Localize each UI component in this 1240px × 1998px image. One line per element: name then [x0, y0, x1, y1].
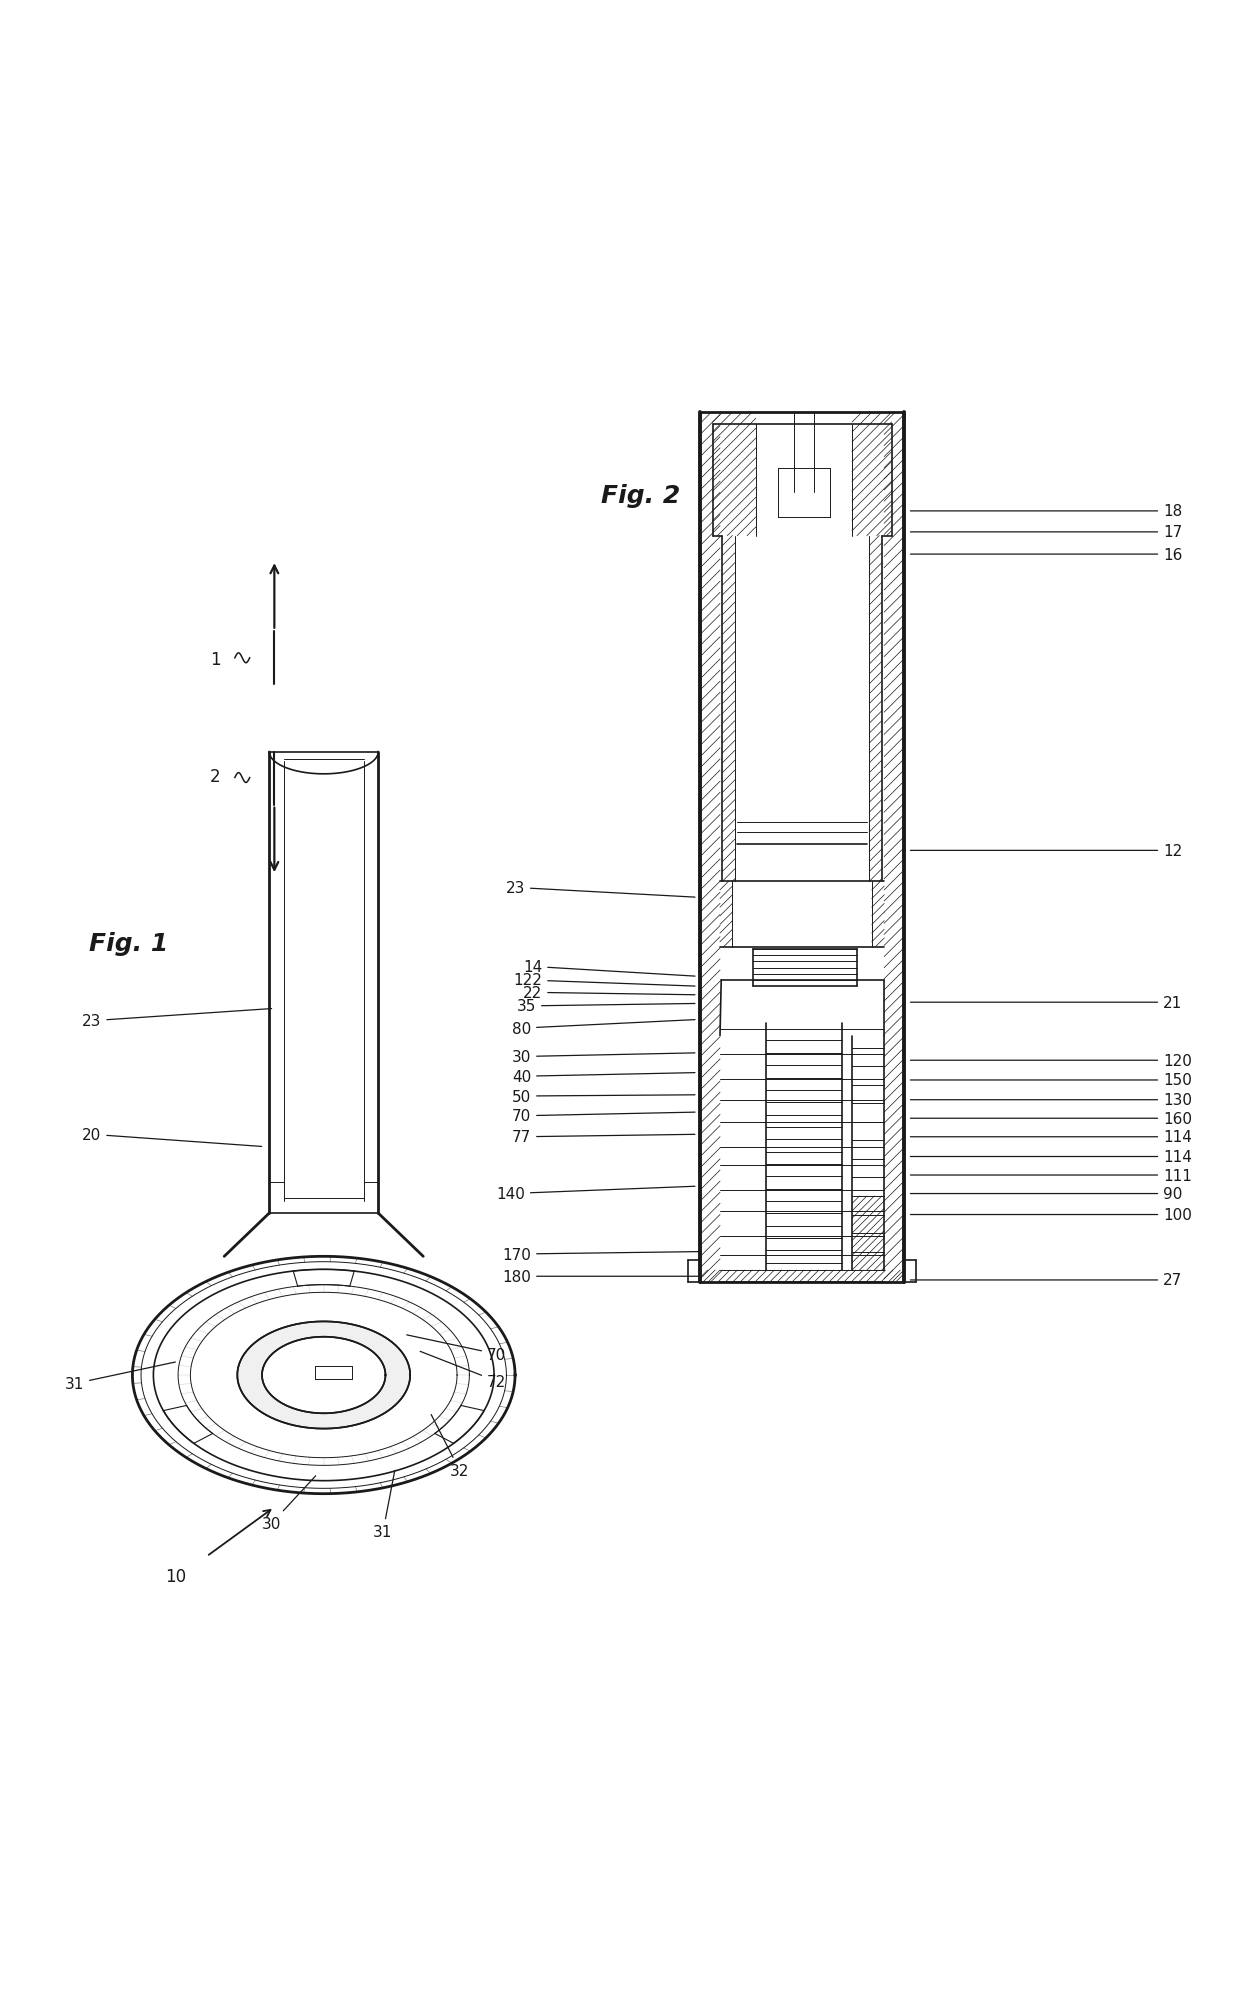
Text: 130: 130 — [910, 1093, 1192, 1107]
Polygon shape — [133, 1257, 515, 1495]
Text: 120: 120 — [910, 1053, 1192, 1069]
Text: 27: 27 — [910, 1273, 1183, 1289]
Text: 14: 14 — [523, 959, 694, 977]
Text: 80: 80 — [512, 1021, 694, 1037]
Text: 111: 111 — [910, 1169, 1192, 1183]
Text: 180: 180 — [502, 1269, 699, 1285]
Text: 140: 140 — [496, 1187, 694, 1201]
Text: 22: 22 — [523, 985, 694, 1001]
Text: 30: 30 — [262, 1477, 316, 1530]
Text: 100: 100 — [910, 1207, 1192, 1223]
Text: 150: 150 — [910, 1073, 1192, 1089]
Text: 16: 16 — [910, 547, 1183, 561]
Text: 31: 31 — [373, 1471, 394, 1540]
Polygon shape — [262, 1337, 386, 1413]
Text: 32: 32 — [432, 1415, 469, 1479]
Text: 10: 10 — [165, 1568, 186, 1586]
Text: 12: 12 — [910, 843, 1183, 859]
Text: 21: 21 — [910, 995, 1183, 1011]
Text: 114: 114 — [910, 1129, 1192, 1145]
Text: 1: 1 — [210, 651, 221, 669]
Text: 50: 50 — [512, 1089, 694, 1105]
Text: 72: 72 — [420, 1353, 506, 1389]
Polygon shape — [237, 1323, 410, 1429]
Text: 40: 40 — [512, 1069, 694, 1085]
Text: 122: 122 — [513, 973, 694, 987]
Text: 17: 17 — [910, 525, 1183, 539]
Text: Fig. 1: Fig. 1 — [89, 931, 169, 955]
Text: 35: 35 — [517, 999, 694, 1013]
Text: 31: 31 — [64, 1363, 175, 1391]
Text: 77: 77 — [512, 1129, 694, 1145]
Text: 23: 23 — [82, 1009, 272, 1029]
Text: 160: 160 — [910, 1111, 1192, 1127]
Text: 90: 90 — [910, 1187, 1183, 1201]
Text: 20: 20 — [82, 1127, 262, 1147]
Text: 23: 23 — [506, 881, 694, 897]
Text: Fig. 2: Fig. 2 — [601, 484, 681, 507]
Text: 70: 70 — [407, 1335, 506, 1363]
Text: 70: 70 — [512, 1109, 694, 1123]
Text: 18: 18 — [910, 503, 1183, 519]
Text: 30: 30 — [512, 1049, 694, 1065]
Text: 2: 2 — [210, 767, 221, 785]
Text: 170: 170 — [502, 1247, 699, 1263]
Text: 114: 114 — [910, 1149, 1192, 1165]
